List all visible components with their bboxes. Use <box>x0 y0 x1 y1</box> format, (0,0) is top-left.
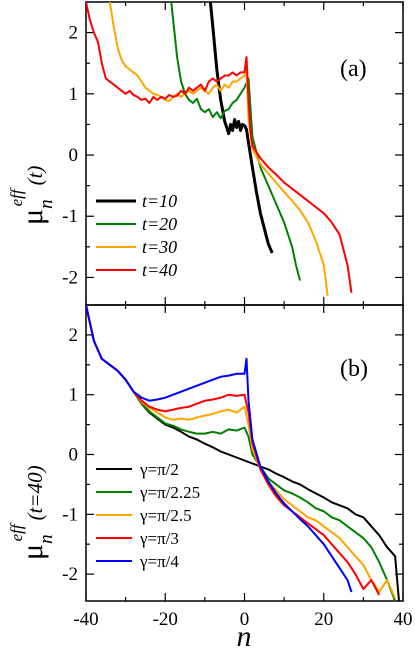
legend-label-0: t=10 <box>142 191 177 211</box>
y-tick-label: 1 <box>69 84 79 105</box>
series-line-2 <box>86 305 397 599</box>
legend-label-0: γ=π/2 <box>139 460 179 479</box>
legend-label-1: γ=π/2.25 <box>139 483 200 502</box>
y-tick-label: -2 <box>62 564 78 585</box>
y-tick-label: 0 <box>69 145 79 166</box>
x-tick-label: -20 <box>153 609 178 630</box>
x-tick-label: 0 <box>240 609 250 630</box>
legend-label-3: γ=π/3 <box>139 529 179 548</box>
legend-label-3: t=40 <box>142 260 177 280</box>
series-line-3 <box>86 305 381 596</box>
x-tick-label: 20 <box>314 609 333 630</box>
panel-a-ylabel-arg: (t) <box>23 166 47 186</box>
panel-a-ylabel-sup: eff <box>7 187 26 206</box>
y-tick-label: 2 <box>69 325 79 346</box>
panel-a-legend: t=10 t=20 t=30 t=40 <box>96 191 177 280</box>
panel-b-legend: γ=π/2 γ=π/2.25 γ=π/2.5 γ=π/3 γ=π/4 <box>96 460 200 571</box>
panel-b-ylabel: μneff (t=40) <box>7 465 57 560</box>
legend-label-2: t=30 <box>142 237 177 257</box>
panel-a-ticks: -2 -1 0 1 2 <box>62 2 404 305</box>
panel-b-ylabel-arg: (t=40) <box>23 465 47 520</box>
y-tick-label: 1 <box>69 385 79 406</box>
panel-a-frame <box>85 1 404 306</box>
panel-a-series <box>86 2 353 296</box>
y-tick-label: 0 <box>69 444 79 465</box>
series-line-1 <box>86 305 397 601</box>
legend-label-2: γ=π/2.5 <box>139 506 192 525</box>
panel-a-ylabel: μneff(t) <box>7 166 57 225</box>
legend-label-1: t=20 <box>142 214 177 234</box>
y-tick-label: 2 <box>69 23 79 44</box>
panel-b-ylabel-sup: eff <box>7 522 26 541</box>
panel-a-label: (a) <box>340 56 367 82</box>
x-tick-label: -40 <box>73 609 98 630</box>
panel-b: -2 -1 0 1 2 γ=π/2 γ=π/2.25 γ=π/2.5 γ=π/3 γ=π/4 (… <box>7 304 404 602</box>
panel-a-ylabel-sub: n <box>36 199 57 209</box>
panel-b-series <box>86 305 400 601</box>
series-line-1 <box>170 2 301 281</box>
panel-b-ylabel-sub: n <box>36 534 57 544</box>
y-tick-label: -1 <box>62 504 78 525</box>
panel-a: -2 -1 0 1 2 t=10 t=20 t=30 t=40 (a) μneff(t) <box>7 1 404 306</box>
x-tick-labels: -40 -20 0 20 40 <box>73 609 412 630</box>
legend-label-4: γ=π/4 <box>139 552 179 571</box>
series-line-0 <box>86 305 400 601</box>
panel-a-ylabel-main: μ <box>16 209 49 225</box>
panel-b-label: (b) <box>340 356 368 382</box>
panel-b-ylabel-main: μ <box>16 544 49 560</box>
series-line-0 <box>208 2 274 254</box>
series-line-3 <box>86 2 353 293</box>
series-line-4 <box>86 305 353 593</box>
y-tick-label: -2 <box>62 267 78 288</box>
y-tick-label: -1 <box>62 206 78 227</box>
x-tick-label: 40 <box>394 609 413 630</box>
x-axis-label: n <box>237 620 252 653</box>
panel-b-ticks: -2 -1 0 1 2 <box>62 305 404 601</box>
